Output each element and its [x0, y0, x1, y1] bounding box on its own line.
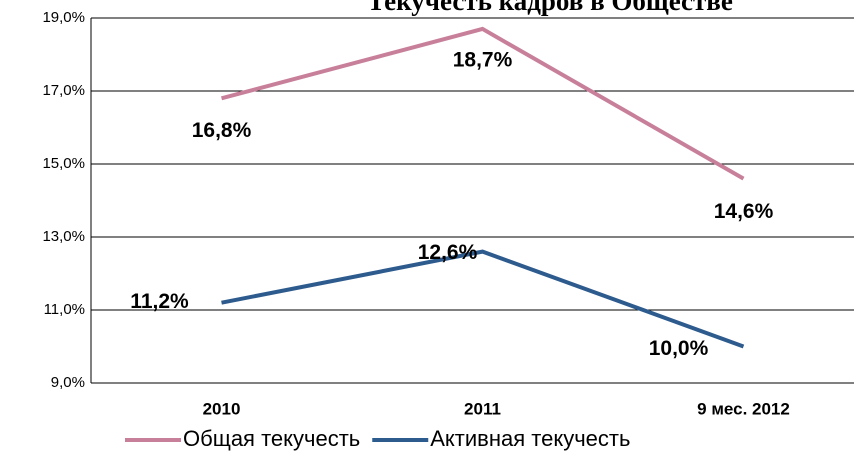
y-tick-label: 11,0%: [44, 301, 85, 318]
data-label: 16,8%: [192, 119, 252, 142]
y-tick-label: 19,0%: [42, 9, 85, 26]
data-label: 14,6%: [714, 200, 774, 223]
legend-label: Общая текучесть: [183, 426, 360, 451]
y-tick-label: 13,0%: [42, 228, 85, 245]
x-tick-label: 9 мес. 2012: [697, 399, 790, 418]
data-label: 11,2%: [130, 290, 189, 313]
x-tick-label: 2011: [464, 399, 501, 418]
y-tick-label: 9,0%: [51, 374, 85, 391]
legend-label: Активная текучесть: [430, 426, 630, 451]
series-line: [221, 249, 745, 349]
series-line: [220, 26, 745, 181]
y-tick-label: 15,0%: [42, 155, 85, 172]
y-tick-label: 17,0%: [42, 82, 85, 99]
data-label: 18,7%: [453, 48, 513, 71]
chart-title: Текучесть кадров в Обществе: [367, 0, 733, 16]
data-label: 12,6%: [418, 241, 478, 264]
data-label: 10,0%: [649, 337, 709, 360]
x-tick-label: 2010: [203, 399, 241, 418]
